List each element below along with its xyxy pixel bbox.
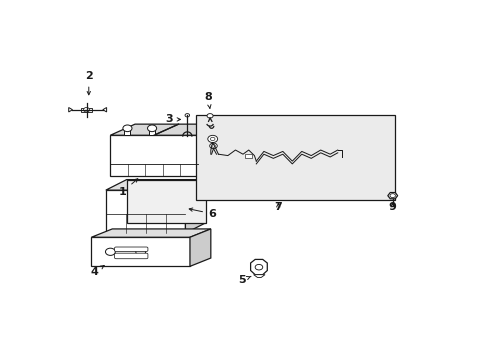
- Circle shape: [122, 125, 132, 132]
- Bar: [124, 130, 130, 135]
- Polygon shape: [253, 275, 264, 278]
- Polygon shape: [387, 193, 397, 199]
- Polygon shape: [250, 260, 267, 275]
- Circle shape: [209, 143, 217, 149]
- Bar: [195, 115, 394, 200]
- Text: 7: 7: [274, 202, 282, 212]
- Bar: [149, 130, 155, 135]
- Polygon shape: [154, 124, 178, 135]
- Polygon shape: [91, 237, 189, 266]
- Polygon shape: [126, 180, 206, 222]
- Circle shape: [389, 194, 395, 198]
- Circle shape: [255, 264, 262, 270]
- Circle shape: [207, 135, 217, 143]
- FancyBboxPatch shape: [114, 253, 147, 259]
- Polygon shape: [110, 124, 222, 135]
- Text: 5: 5: [238, 275, 250, 285]
- Circle shape: [83, 108, 89, 112]
- Circle shape: [206, 114, 213, 118]
- Text: 2: 2: [85, 72, 92, 95]
- Polygon shape: [110, 135, 197, 176]
- Circle shape: [147, 125, 156, 132]
- Polygon shape: [91, 229, 210, 237]
- Circle shape: [184, 114, 189, 117]
- Text: 8: 8: [204, 92, 212, 108]
- Text: 9: 9: [388, 202, 396, 212]
- Polygon shape: [105, 180, 206, 190]
- Circle shape: [136, 248, 145, 255]
- Polygon shape: [185, 180, 206, 233]
- Circle shape: [211, 144, 215, 147]
- Polygon shape: [189, 229, 210, 266]
- Polygon shape: [197, 124, 222, 176]
- Polygon shape: [105, 190, 185, 233]
- Circle shape: [105, 248, 115, 255]
- Text: 1: 1: [119, 179, 138, 197]
- Polygon shape: [68, 108, 72, 112]
- Bar: [81, 108, 92, 112]
- Text: 4: 4: [91, 265, 104, 277]
- Circle shape: [210, 137, 215, 141]
- FancyBboxPatch shape: [114, 247, 147, 251]
- Text: 6: 6: [189, 208, 216, 219]
- Bar: [244, 154, 251, 158]
- Text: 3: 3: [165, 114, 180, 125]
- Polygon shape: [102, 108, 106, 112]
